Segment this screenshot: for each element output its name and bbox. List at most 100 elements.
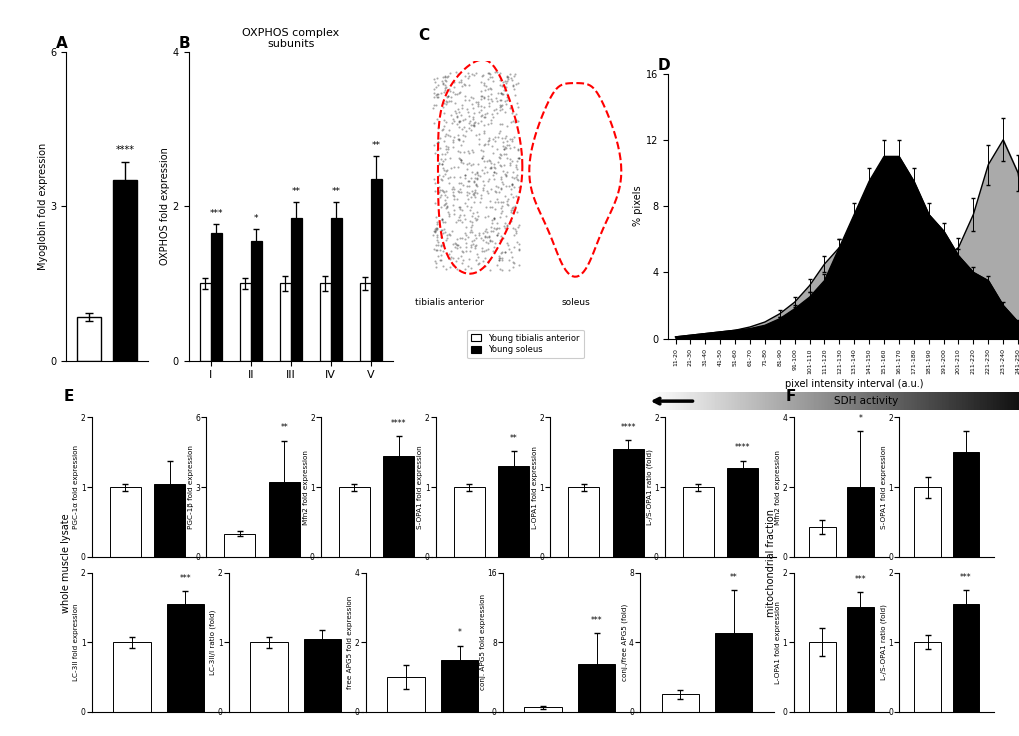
- Point: [491, 67, 507, 79]
- Point: [438, 232, 454, 244]
- Point: [465, 107, 481, 118]
- Point: [492, 230, 508, 242]
- Point: [504, 256, 521, 268]
- Point: [532, 224, 548, 236]
- Point: [540, 257, 556, 269]
- Point: [435, 223, 451, 235]
- Point: [510, 152, 526, 164]
- Point: [497, 210, 514, 222]
- Point: [539, 149, 555, 160]
- Point: [446, 194, 463, 205]
- Point: [535, 244, 551, 255]
- Point: [544, 262, 560, 274]
- Point: [603, 235, 620, 247]
- Point: [532, 258, 548, 269]
- Point: [501, 158, 518, 169]
- Point: [453, 216, 470, 228]
- Point: [589, 217, 605, 229]
- Point: [475, 245, 491, 257]
- Point: [478, 236, 494, 247]
- Point: [532, 161, 548, 173]
- Point: [501, 132, 518, 144]
- Point: [464, 219, 480, 231]
- Point: [608, 247, 625, 258]
- Point: [583, 76, 599, 88]
- Point: [475, 184, 491, 196]
- Point: [606, 122, 623, 134]
- Point: [459, 68, 475, 79]
- Point: [449, 88, 466, 100]
- Point: [432, 231, 448, 243]
- Point: [609, 77, 626, 88]
- Point: [463, 222, 479, 233]
- Bar: [387, 677, 424, 712]
- Point: [586, 120, 602, 132]
- Point: [483, 201, 499, 213]
- Point: [607, 154, 624, 166]
- Point: [526, 129, 542, 141]
- Point: [477, 108, 493, 120]
- Point: [450, 116, 467, 128]
- Point: [428, 230, 444, 241]
- Point: [489, 95, 505, 107]
- Point: [595, 161, 611, 173]
- Point: [547, 111, 564, 123]
- Point: [440, 177, 457, 189]
- Point: [474, 234, 490, 246]
- Point: [467, 232, 483, 244]
- Point: [481, 101, 497, 113]
- Point: [484, 218, 500, 230]
- Point: [577, 142, 593, 154]
- Point: [433, 173, 449, 185]
- Point: [474, 152, 490, 163]
- Point: [585, 74, 601, 86]
- Point: [530, 121, 546, 132]
- Point: [497, 180, 514, 192]
- Point: [589, 147, 605, 159]
- Point: [437, 153, 453, 165]
- Point: [436, 168, 452, 180]
- Point: [498, 170, 515, 182]
- Point: [501, 102, 518, 114]
- Point: [473, 242, 489, 254]
- Point: [492, 247, 508, 259]
- Point: [544, 200, 560, 212]
- Point: [486, 212, 502, 224]
- Point: [511, 181, 527, 193]
- Y-axis label: conj. APG5 fold expression: conj. APG5 fold expression: [479, 594, 485, 690]
- Point: [483, 225, 499, 237]
- Point: [578, 204, 594, 216]
- Point: [468, 248, 484, 260]
- Point: [540, 183, 556, 195]
- Point: [429, 88, 445, 100]
- Point: [485, 225, 501, 237]
- Point: [548, 213, 565, 224]
- Point: [476, 139, 492, 151]
- Point: [482, 201, 498, 213]
- Point: [582, 234, 598, 246]
- Point: [468, 213, 484, 225]
- Point: [594, 227, 610, 238]
- Point: [467, 178, 483, 190]
- Point: [505, 82, 522, 94]
- Point: [447, 238, 464, 250]
- Point: [511, 238, 527, 250]
- Point: [434, 78, 450, 90]
- Point: [445, 205, 462, 216]
- Point: [460, 145, 476, 157]
- Point: [461, 252, 477, 264]
- Point: [533, 262, 549, 274]
- Bar: [497, 466, 529, 556]
- Point: [469, 207, 485, 219]
- Point: [547, 222, 564, 234]
- Point: [440, 124, 457, 136]
- Point: [497, 130, 514, 141]
- Point: [588, 197, 604, 209]
- Point: [603, 105, 620, 116]
- Point: [425, 230, 441, 241]
- Point: [552, 68, 569, 80]
- Point: [478, 226, 494, 238]
- Point: [450, 133, 467, 145]
- Point: [546, 236, 562, 248]
- Point: [494, 136, 511, 148]
